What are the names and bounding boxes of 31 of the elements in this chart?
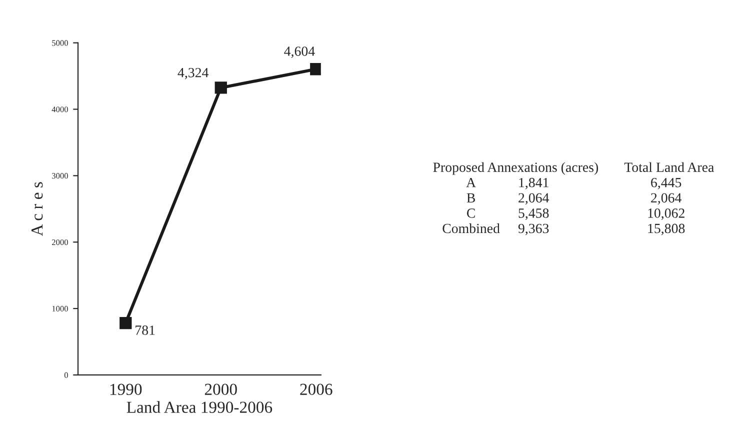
text: A bbox=[466, 178, 476, 188]
text: 6,445 bbox=[651, 178, 682, 190]
data-label: 4,324 bbox=[178, 68, 209, 80]
text: 9,363 bbox=[518, 224, 549, 236]
x-tick-label: 1990 bbox=[110, 384, 142, 396]
data-label: 781 bbox=[136, 326, 155, 335]
text: 15,808 bbox=[648, 224, 685, 236]
text: Total Land Area bbox=[624, 162, 714, 172]
text: 5,458 bbox=[518, 208, 549, 220]
y-axis-title: A c r e s bbox=[32, 182, 43, 236]
point bbox=[310, 63, 321, 76]
text: 1,841 bbox=[519, 178, 548, 190]
x-tick-label: 2006 bbox=[300, 384, 332, 396]
y-tick-label: 3000 bbox=[52, 173, 68, 179]
text: Proposed Annexations (acres) bbox=[433, 162, 598, 175]
data-label: 4,604 bbox=[284, 46, 315, 58]
y-tick-label: 1000 bbox=[52, 306, 68, 312]
x-axis-title: Land Area 1990-2006 bbox=[126, 401, 272, 413]
text: 2,064 bbox=[518, 193, 550, 205]
text: C bbox=[466, 208, 475, 218]
y-tick-label: 4000 bbox=[52, 106, 68, 112]
text: 2,064 bbox=[651, 193, 682, 205]
y-tick-label: 2000 bbox=[52, 239, 68, 246]
y-tick-label: 0 bbox=[64, 372, 68, 378]
x-tick-label: 2000 bbox=[204, 384, 237, 396]
point bbox=[120, 316, 132, 330]
text: 10,062 bbox=[648, 208, 684, 220]
text: Combined bbox=[442, 223, 500, 234]
y-tick-label: 5000 bbox=[52, 40, 68, 46]
point bbox=[214, 82, 227, 94]
text: B bbox=[466, 193, 475, 202]
